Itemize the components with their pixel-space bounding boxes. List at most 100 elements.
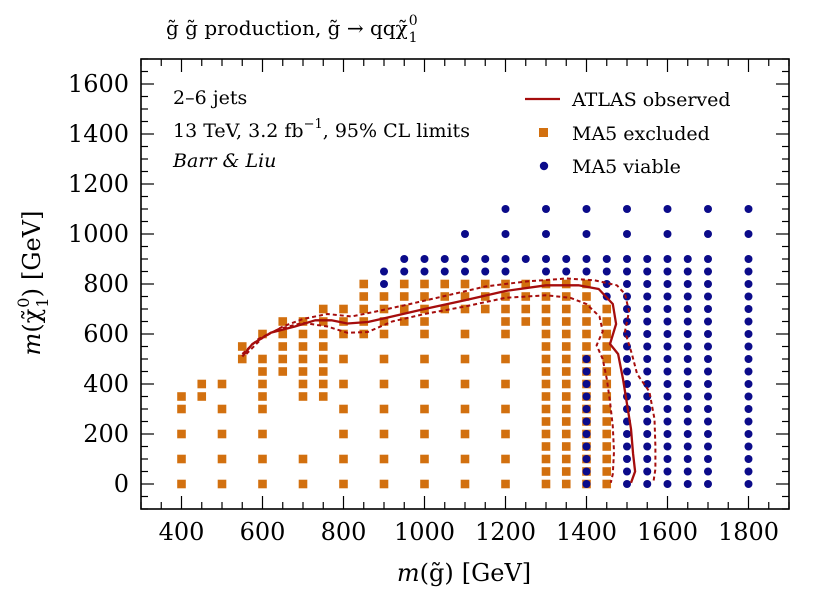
excluded-point [197, 392, 207, 401]
excluded-point [217, 404, 227, 414]
excluded-point [501, 479, 510, 489]
viable-point [663, 280, 672, 288]
excluded-point [359, 292, 369, 301]
excluded-point [521, 292, 531, 301]
viable-point [481, 255, 490, 263]
x-tick-label: 800 [321, 518, 367, 546]
excluded-point [602, 442, 612, 451]
excluded-point [460, 279, 470, 289]
viable-point [744, 330, 753, 338]
viable-point [704, 230, 712, 238]
excluded-point [177, 392, 186, 401]
excluded-point [359, 279, 369, 289]
excluded-point [258, 379, 267, 389]
excluded-point [541, 392, 551, 401]
viable-point [521, 255, 530, 263]
viable-point [744, 442, 753, 451]
viable-point [704, 442, 712, 451]
viable-point [582, 255, 591, 263]
observed-contours [241, 277, 657, 484]
viable-point [623, 455, 631, 463]
excluded-point [339, 404, 348, 414]
viable-point [744, 280, 753, 288]
excluded-point [602, 392, 612, 401]
viable-point [542, 267, 550, 276]
viable-point [562, 267, 571, 276]
excluded-point [541, 279, 551, 289]
viable-point [582, 467, 591, 476]
viable-point [643, 380, 652, 388]
excluded-point [541, 342, 551, 351]
viable-point [400, 255, 409, 263]
excluded-point [379, 404, 389, 414]
excluded-point [339, 354, 348, 364]
viable-point [623, 355, 631, 363]
viable-point [663, 267, 672, 276]
excluded-point [561, 367, 571, 376]
y-tick-label: 1000 [68, 220, 129, 248]
viable-point [501, 255, 510, 263]
viable-point [683, 342, 692, 351]
viable-point [663, 442, 672, 451]
excluded-point [460, 354, 470, 364]
viable-point [663, 380, 672, 388]
viable-point [461, 267, 469, 276]
annotation-jets: 2–6 jets [173, 87, 247, 109]
excluded-point [521, 279, 531, 289]
excluded-point [582, 292, 591, 301]
excluded-point [298, 342, 308, 351]
viable-point [663, 230, 672, 238]
excluded-point [460, 304, 470, 314]
viable-point [602, 267, 611, 276]
viable-point [663, 292, 672, 301]
viable-point [704, 342, 712, 351]
excluded-point [561, 342, 571, 351]
excluded-point [501, 317, 510, 326]
viable-point [602, 255, 611, 263]
excluded-point [460, 329, 470, 339]
y-tick-label: 1400 [68, 120, 129, 148]
x-tick-label: 1800 [718, 518, 779, 546]
viable-point [623, 255, 631, 263]
excluded-point [258, 392, 267, 401]
viable-point [420, 255, 429, 263]
viable-point [542, 255, 550, 263]
y-axis-label: m(χ̃01)[GeV] [14, 211, 52, 356]
viable-point [400, 267, 409, 276]
excluded-point [561, 354, 571, 364]
observed-minus-1sigma-line [241, 294, 615, 484]
viable-point [704, 467, 712, 476]
excluded-point [420, 429, 429, 439]
viable-point [461, 230, 469, 238]
viable-point [683, 292, 692, 301]
x-tick-label: 1200 [475, 518, 536, 546]
x-tick-label: 1600 [637, 518, 698, 546]
excluded-point [541, 442, 551, 451]
viable-point [623, 317, 631, 326]
excluded-point [278, 367, 288, 376]
viable-point [623, 230, 631, 238]
excluded-point [399, 292, 409, 301]
excluded-point [561, 379, 571, 389]
excluded-point [602, 354, 612, 364]
annotation-authors: Barr & Liu [172, 150, 276, 172]
viable-point [704, 380, 712, 388]
excluded-point [237, 354, 247, 364]
viable-point [744, 392, 753, 401]
excluded-point [339, 379, 348, 389]
viable-point [623, 367, 631, 376]
excluded-point [318, 342, 328, 351]
excluded-point [561, 304, 571, 314]
excluded-point [541, 354, 551, 364]
excluded-point [582, 317, 591, 326]
viable-point [643, 330, 652, 338]
excluded-point [460, 479, 470, 489]
y-tick-label: 200 [83, 420, 129, 448]
viable-point [582, 455, 591, 463]
excluded-point [237, 342, 247, 351]
viable-point [663, 205, 672, 213]
viable-point [704, 317, 712, 326]
viable-point [704, 355, 712, 363]
y-tick-labels: 0 200 400 600 800 1000 1200 1400 1600 [68, 70, 129, 498]
